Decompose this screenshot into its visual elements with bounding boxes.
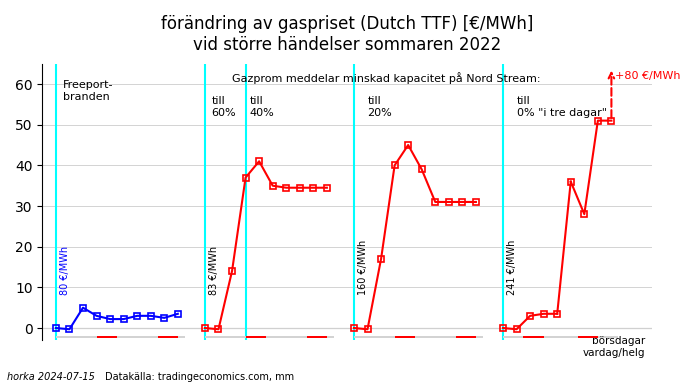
Text: Gazprom meddelar minskad kapacitet på Nord Stream:: Gazprom meddelar minskad kapacitet på No…: [232, 72, 540, 84]
Text: börsdagar
vardag/helg: börsdagar vardag/helg: [583, 336, 645, 358]
Bar: [307, 336, 327, 338]
Bar: [158, 336, 178, 338]
Bar: [578, 336, 598, 338]
Bar: [97, 336, 117, 338]
Text: +80 €/MWh: +80 €/MWh: [615, 71, 681, 81]
Bar: [205, 336, 334, 338]
Text: 80 €/MWh: 80 €/MWh: [60, 247, 70, 296]
Bar: [56, 336, 185, 338]
Text: 83 €/MWh: 83 €/MWh: [209, 247, 219, 296]
Text: till
0% "i tre dagar": till 0% "i tre dagar": [517, 96, 607, 118]
Text: 160 €/MWh: 160 €/MWh: [358, 240, 368, 296]
Bar: [503, 336, 618, 338]
Text: till
60%: till 60%: [211, 96, 237, 118]
Text: Datakälla: tradingeconomics.com, mm: Datakälla: tradingeconomics.com, mm: [105, 372, 294, 382]
Text: Freeport-
branden: Freeport- branden: [63, 80, 113, 101]
Bar: [395, 336, 415, 338]
Title: förändring av gaspriset (Dutch TTF) [€/MWh]
vid större händelser sommaren 2022: förändring av gaspriset (Dutch TTF) [€/M…: [161, 15, 533, 54]
Text: 241 €/MWh: 241 €/MWh: [507, 240, 517, 296]
Bar: [456, 336, 476, 338]
Text: till
20%: till 20%: [368, 96, 392, 118]
Bar: [354, 336, 483, 338]
Text: till
40%: till 40%: [250, 96, 274, 118]
Bar: [524, 336, 544, 338]
Bar: [246, 336, 266, 338]
Text: horka 2024-07-15: horka 2024-07-15: [7, 372, 95, 382]
